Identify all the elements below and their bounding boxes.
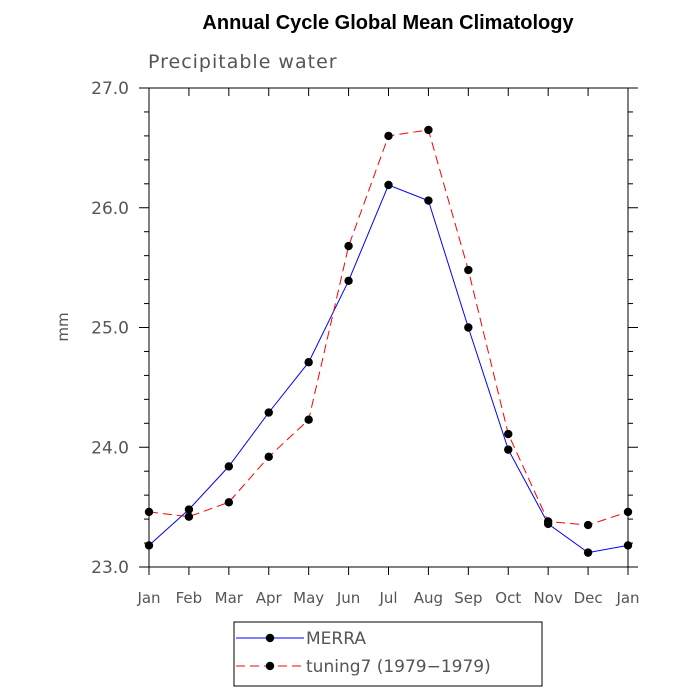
x-tick-label: Jan <box>136 589 160 607</box>
data-point <box>264 408 273 417</box>
data-point <box>464 323 473 332</box>
y-tick-label: 27.0 <box>91 79 129 99</box>
data-point <box>384 131 393 141</box>
x-tick-label: Oct <box>495 589 521 607</box>
x-tick-label: May <box>293 589 324 607</box>
data-point <box>144 507 154 517</box>
chart-title: Annual Cycle Global Mean Climatology <box>202 12 574 34</box>
series-layer <box>144 125 633 557</box>
data-point <box>144 541 154 550</box>
data-point <box>224 498 234 507</box>
y-axis-tick-labels: 23.0 24.0 25.0 26.0 27.0 <box>91 79 129 578</box>
data-point <box>504 429 513 439</box>
legend-marker <box>265 661 275 671</box>
series-line <box>148 184 629 554</box>
y-tick-label: 25.0 <box>91 319 129 339</box>
chart-subtitle: Precipitable water <box>148 51 338 73</box>
x-tick-label: Feb <box>176 589 203 607</box>
data-point <box>464 265 473 275</box>
x-axis-tick-labels: Jan Feb Mar Apr May Jun Jul Aug Sep Oct Nov Dec Jan <box>136 589 639 607</box>
x-tick-label: Jul <box>378 589 397 607</box>
data-point <box>623 507 633 517</box>
x-tick-label: Jan <box>615 589 639 607</box>
data-point <box>224 462 234 471</box>
data-point <box>184 505 194 514</box>
x-tick-label: Jun <box>336 589 360 607</box>
data-point <box>304 358 313 367</box>
data-point <box>184 512 194 521</box>
data-point <box>504 445 513 454</box>
y-axis-label: mm <box>54 312 72 341</box>
series-1 <box>144 180 633 557</box>
series-2 <box>144 125 633 530</box>
axis-ticks <box>139 87 638 575</box>
data-point <box>304 415 313 424</box>
legend-marker <box>265 633 275 643</box>
data-point <box>264 452 273 462</box>
data-point <box>543 517 553 526</box>
data-point <box>384 180 393 190</box>
data-point <box>424 196 433 205</box>
legend-label: tuning7 (1979−1979) <box>306 657 491 677</box>
data-point <box>344 241 353 251</box>
data-point <box>424 125 433 135</box>
legend-box <box>233 621 543 687</box>
legend-label: MERRA <box>306 629 366 649</box>
plot-frame <box>148 87 629 568</box>
y-tick-label: 24.0 <box>91 438 129 458</box>
x-tick-label: Apr <box>256 589 283 607</box>
data-point <box>583 520 593 530</box>
data-point <box>344 276 353 285</box>
x-tick-label: Sep <box>454 589 482 607</box>
x-tick-label: Aug <box>414 589 443 607</box>
y-tick-label: 23.0 <box>91 558 129 578</box>
data-point <box>623 541 633 550</box>
y-tick-label: 26.0 <box>91 199 129 219</box>
legend-item: tuning7 (1979−1979) <box>236 657 491 677</box>
legend: MERRA tuning7 (1979−1979) <box>233 621 543 687</box>
x-tick-label: Dec <box>574 589 603 607</box>
data-point <box>583 548 593 557</box>
legend-item: MERRA <box>236 629 366 649</box>
x-tick-label: Mar <box>215 589 244 607</box>
x-tick-label: Nov <box>534 589 563 607</box>
